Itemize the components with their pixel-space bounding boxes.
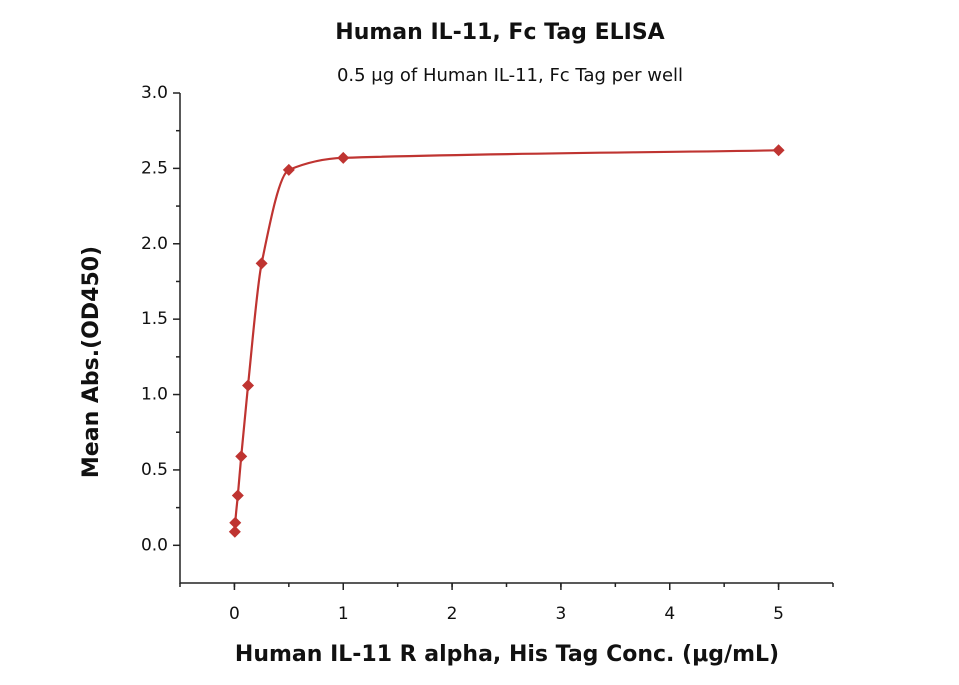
- data-point: [231, 489, 244, 502]
- x-tick-label: 0: [229, 604, 240, 624]
- data-point: [235, 450, 248, 463]
- y-tick-label: 2.0: [141, 234, 168, 254]
- data-point: [242, 379, 255, 392]
- x-tick-label: 1: [338, 604, 349, 624]
- data-point: [228, 525, 241, 538]
- y-tick-label: 1.5: [141, 309, 168, 329]
- data-point: [255, 257, 268, 270]
- x-tick-label: 2: [447, 604, 458, 624]
- fit-curve: [233, 149, 779, 532]
- y-tick-label: 2.5: [141, 158, 168, 178]
- x-tick-label: 3: [556, 604, 567, 624]
- chart-title: Human IL-11, Fc Tag ELISA: [335, 20, 664, 45]
- data-point: [337, 151, 350, 164]
- x-tick-label: 4: [664, 604, 675, 624]
- axis-line: [179, 93, 833, 584]
- data-point: [282, 163, 295, 176]
- y-tick-label: 3.0: [141, 83, 168, 103]
- data-point: [772, 144, 785, 157]
- data-point: [229, 516, 242, 529]
- y-tick-label: 0.5: [141, 460, 168, 480]
- y-tick-label: 1.0: [141, 385, 168, 405]
- x-tick-label: 5: [773, 604, 784, 624]
- y-tick-label: 0.0: [141, 535, 168, 555]
- x-axis-label: Human IL-11 R alpha, His Tag Conc. (μg/m…: [235, 642, 779, 667]
- chart-subtitle: 0.5 μg of Human IL-11, Fc Tag per well: [337, 65, 683, 86]
- y-axis-label: Mean Abs.(OD450): [79, 246, 104, 478]
